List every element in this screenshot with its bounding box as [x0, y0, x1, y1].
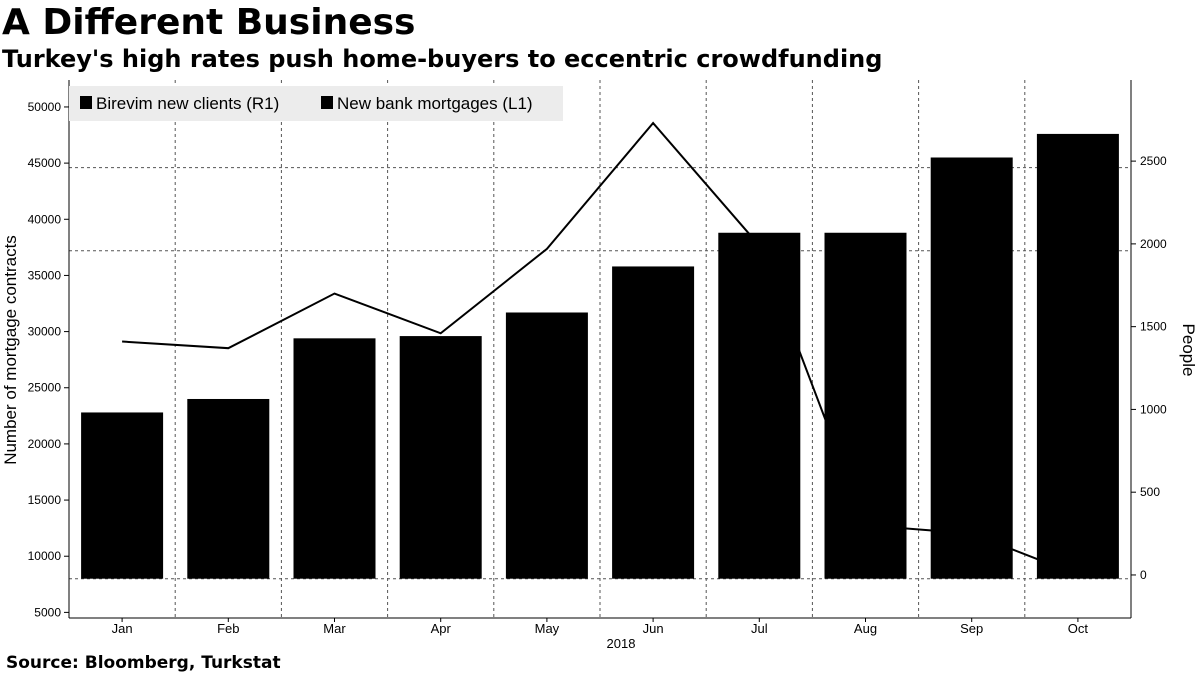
y-right-tick-label: 500 [1140, 485, 1160, 499]
legend-background [69, 86, 563, 121]
bar-apr [399, 336, 482, 579]
chart-title: A Different Business [2, 2, 416, 43]
legend-swatch-mortgages [321, 96, 333, 109]
bar-feb [187, 398, 270, 579]
axes-layer: 5000100001500020000250003000035000400004… [28, 80, 1167, 636]
bar-sep [930, 157, 1013, 579]
line-layer [122, 121, 1079, 576]
chart-subtitle: Turkey's high rates push home-buyers to … [2, 45, 883, 73]
x-tick-label: Jan [112, 621, 133, 636]
bar-may [505, 312, 588, 579]
bar-mar [293, 338, 376, 579]
bar-jan [81, 412, 164, 579]
y-right-tick-label: 2500 [1140, 154, 1167, 168]
bars-layer [81, 133, 1119, 579]
y-left-tick-label: 15000 [28, 493, 62, 507]
y-left-tick-label: 50000 [28, 100, 62, 114]
legend-label-birevim: Birevim new clients (R1) [96, 94, 279, 113]
x-axis-year-label: 2018 [607, 636, 636, 651]
x-tick-label: Mar [323, 621, 346, 636]
y-right-axis-label: People [1179, 324, 1198, 377]
y-right-tick-label: 0 [1140, 568, 1147, 582]
bar-oct [1036, 133, 1119, 579]
bar-jul [718, 232, 801, 579]
legend: Birevim new clients (R1) New bank mortga… [69, 86, 563, 121]
x-tick-label: Feb [217, 621, 239, 636]
y-left-tick-label: 5000 [34, 605, 61, 619]
y-left-tick-label: 10000 [28, 549, 62, 563]
y-right-tick-label: 1500 [1140, 320, 1167, 334]
y-right-tick-label: 2000 [1140, 237, 1167, 251]
y-left-tick-label: 20000 [28, 437, 62, 451]
x-tick-label: Oct [1068, 621, 1089, 636]
y-right-tick-label: 1000 [1140, 402, 1167, 416]
x-tick-label: Apr [431, 621, 452, 636]
y-left-tick-label: 40000 [28, 212, 62, 226]
x-tick-label: Jun [643, 621, 664, 636]
y-left-tick-label: 30000 [28, 325, 62, 339]
y-left-tick-label: 25000 [28, 381, 62, 395]
legend-swatch-birevim [80, 96, 92, 109]
x-tick-label: May [535, 621, 560, 636]
x-tick-label: Aug [854, 621, 877, 636]
x-tick-label: Sep [960, 621, 983, 636]
bar-jun [612, 266, 695, 579]
y-left-tick-label: 35000 [28, 268, 62, 282]
bar-aug [824, 232, 907, 579]
y-left-axis-label: Number of mortgage contracts [1, 235, 20, 465]
source-note: Source: Bloomberg, Turkstat [6, 653, 281, 673]
y-left-tick-label: 45000 [28, 156, 62, 170]
line-birevim-clients [122, 121, 1079, 576]
x-tick-label: Jul [751, 621, 768, 636]
legend-label-mortgages: New bank mortgages (L1) [337, 94, 533, 113]
